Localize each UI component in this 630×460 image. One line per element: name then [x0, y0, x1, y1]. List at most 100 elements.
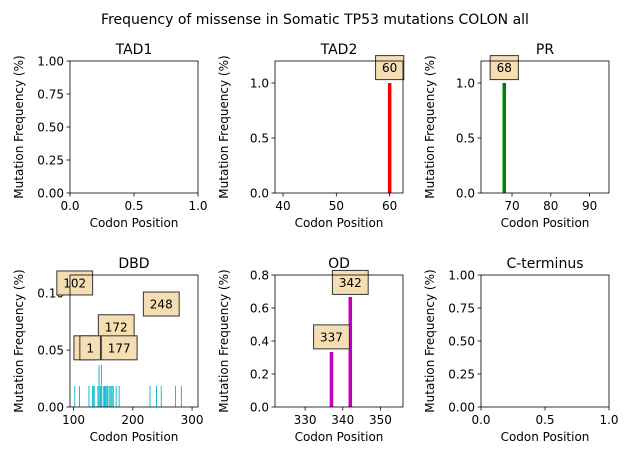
bar-codon-143	[98, 364, 100, 407]
bar-codon-163	[110, 385, 112, 407]
panel-title: PR	[536, 42, 554, 58]
bar-codon-68	[502, 83, 507, 193]
x-axis-label: Codon Position	[90, 216, 179, 230]
annotation-box	[375, 55, 405, 81]
subplot-grid: TAD1 0.0 0.5 1.0 0.00 0.25 0.50 0.75 1.00 Codon P…	[12, 42, 619, 444]
bar-codon-126	[88, 385, 90, 407]
bar-codon-132	[92, 385, 94, 407]
y-tick-label: 0.5	[250, 131, 269, 145]
annotation-label: 68	[497, 61, 512, 75]
y-tick-label: 0.50	[37, 120, 64, 134]
x-tick-label: 1.0	[599, 413, 618, 427]
bar-codon-161	[109, 385, 111, 407]
x-tick-label: 100	[62, 413, 85, 427]
x-axis-label: Codon Position	[295, 216, 384, 230]
annotation-box	[142, 291, 180, 317]
annotation-248: 248	[142, 291, 180, 317]
y-tick-label: 0.25	[448, 367, 475, 381]
x-tick-label: 0.5	[124, 199, 143, 213]
bar-codon-229	[149, 385, 151, 407]
annotation-177: 177	[100, 335, 138, 361]
bar-codon-152	[103, 385, 105, 407]
bar-codon-165	[111, 385, 113, 407]
bar-codon-240	[156, 385, 158, 407]
y-tick-label: 0.5	[456, 131, 475, 145]
bar-codon-248	[160, 385, 162, 407]
x-tick-label: 200	[121, 413, 144, 427]
x-axis-label: Codon Position	[501, 430, 590, 444]
x-tick-label: 350	[369, 413, 392, 427]
x-tick-label: 340	[331, 413, 354, 427]
x-tick-label: 0.5	[535, 413, 554, 427]
bar-codon-146	[100, 385, 102, 407]
y-tick-label: 0.0	[250, 186, 269, 200]
axes-frame	[480, 60, 610, 194]
bar-codon-135	[93, 385, 95, 407]
bar-codon-153	[104, 385, 106, 407]
annotation-label: 177	[108, 341, 131, 355]
annotation-68: 68	[489, 55, 519, 81]
x-tick-label: 330	[294, 413, 317, 427]
panel-title: DBD	[118, 256, 149, 272]
bar-codon-110	[78, 385, 80, 407]
x-axis-label: Codon Position	[295, 430, 384, 444]
y-axis-label: Mutation Frequency (%)	[217, 55, 231, 198]
bar-codon-282	[180, 385, 182, 407]
y-tick-label: 1.0	[250, 76, 269, 90]
x-tick-label: 300	[181, 413, 204, 427]
annotation-label: 172	[105, 320, 128, 334]
y-tick-label: 0.00	[37, 186, 64, 200]
subplot-0: TAD1 0.0 0.5 1.0 0.00 0.25 0.50 0.75 1.00 Codon P…	[12, 42, 208, 230]
bar-codon-177	[118, 385, 120, 407]
y-axis-label: Mutation Frequency (%)	[217, 269, 231, 412]
y-tick-label: 0.05	[37, 343, 64, 357]
annotation-box	[79, 335, 101, 361]
bar-codon-337	[329, 352, 334, 407]
subplot-1: TAD2 40 50 60 0.0 0.5 1.0 Codon Position Mutatio…	[217, 42, 405, 230]
bar-codon-60	[387, 83, 392, 193]
bar-codon-145	[99, 385, 101, 407]
annotation-172: 172	[97, 314, 135, 340]
bar-codon-141	[97, 385, 99, 407]
y-tick-label: 0.75	[448, 301, 475, 315]
y-tick-label: 0.50	[448, 334, 475, 348]
annotation-60: 60	[375, 55, 405, 81]
panel-title: TAD2	[320, 42, 358, 58]
y-tick-label: 1.0	[456, 76, 475, 90]
annotation-102: 102	[56, 270, 94, 296]
bar-codon-150	[102, 385, 104, 407]
y-axis-label: Mutation Frequency (%)	[12, 269, 26, 412]
annotation-337: 337	[313, 324, 350, 350]
annotation-box	[331, 269, 369, 295]
annotation-1: 1	[79, 335, 101, 361]
x-tick-label: 1.0	[188, 199, 207, 213]
bar-codon-134	[93, 385, 95, 407]
annotation-label: 1	[86, 341, 94, 355]
annotation-342: 342	[331, 269, 369, 295]
bar-codon-156	[106, 385, 108, 407]
axes-frame	[69, 60, 199, 194]
panel-title: OD	[328, 256, 350, 272]
annotation-label: 248	[150, 298, 173, 312]
axes-frame	[274, 60, 404, 194]
y-tick-label: 0.6	[250, 301, 269, 315]
axes-frame	[274, 274, 404, 408]
y-axis-label: Mutation Frequency (%)	[423, 269, 437, 412]
annotation-label: 60	[382, 61, 397, 75]
x-axis-label: Codon Position	[90, 430, 179, 444]
y-tick-label: 0.0	[456, 186, 475, 200]
x-tick-label: 40	[275, 199, 290, 213]
bar-codon-147	[100, 364, 102, 407]
bar-codon-154	[105, 385, 107, 407]
bar-codon-342	[348, 296, 353, 407]
annotation-label: 337	[320, 330, 343, 344]
bar-codon-167	[112, 385, 114, 407]
x-tick-label: 70	[504, 199, 519, 213]
annotation-box	[313, 324, 350, 350]
x-axis-label: Codon Position	[501, 216, 590, 230]
panel-title: TAD1	[115, 42, 153, 58]
x-tick-label: 0.0	[60, 199, 79, 213]
subplot-5: C-terminus 0.0 0.5 1.0 0.00 0.25 0.50 0.75 1.00 C…	[423, 256, 619, 444]
